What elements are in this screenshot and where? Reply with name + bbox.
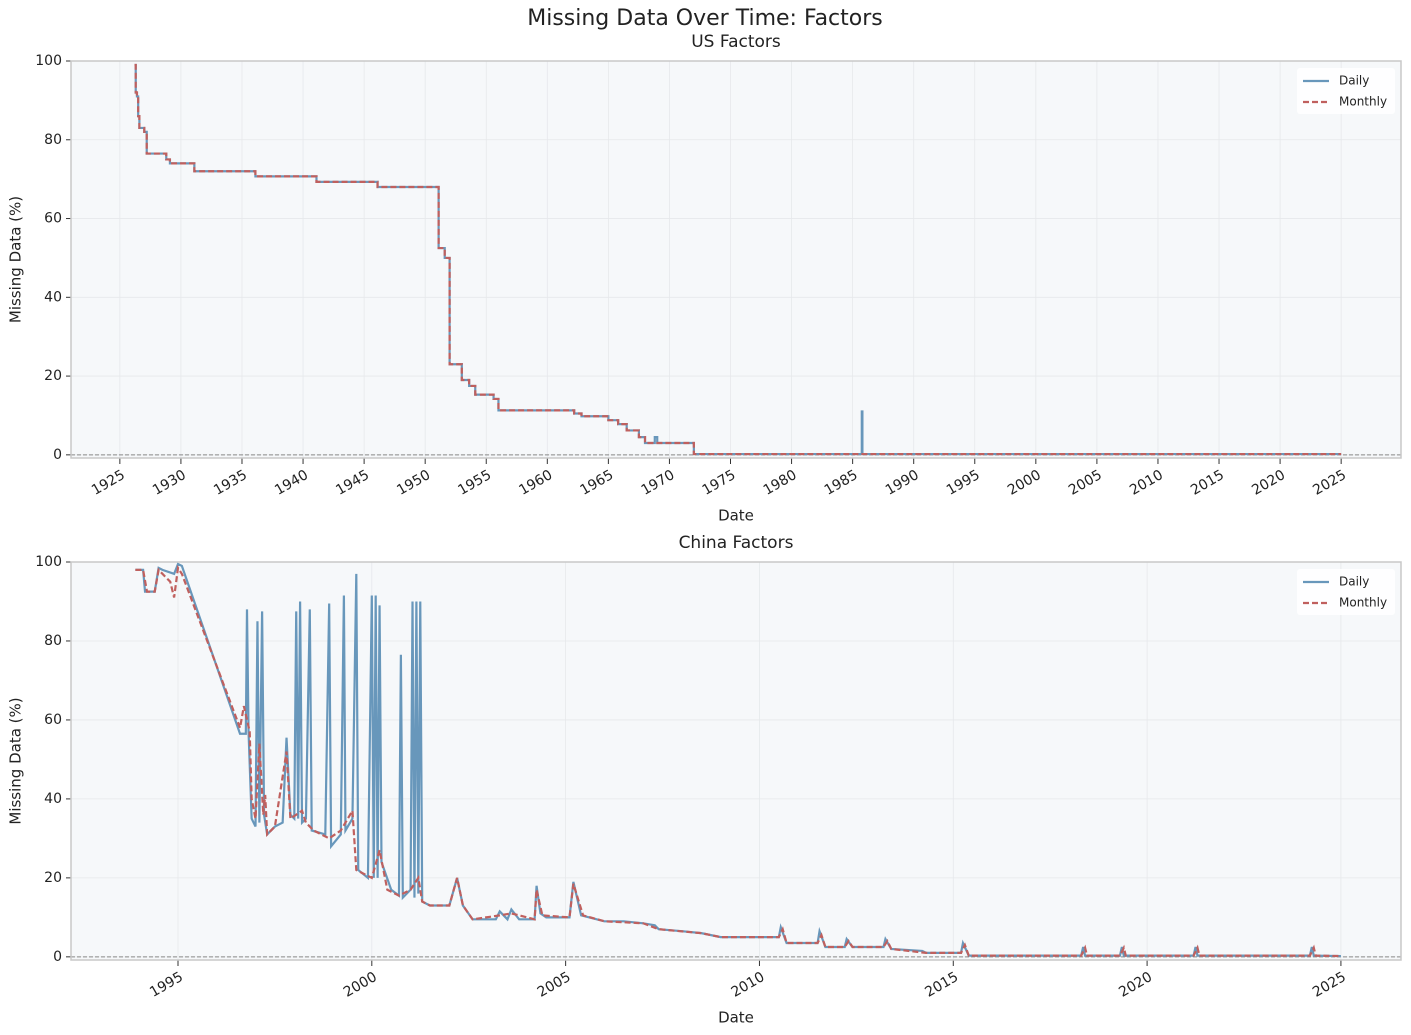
y-tick-label: 20 (44, 368, 62, 384)
plot-frame (70, 561, 1402, 961)
x-tick-label: 1925 (89, 467, 128, 499)
legend-label: Daily (1339, 74, 1369, 88)
x-tick-label: 1985 (822, 467, 861, 499)
x-tick-label: 1980 (761, 467, 800, 499)
x-tick-label: 1935 (211, 467, 250, 499)
legend-label: Monthly (1339, 95, 1387, 109)
y-tick-label: 60 (44, 712, 62, 728)
x-tick-label: 1960 (516, 467, 555, 499)
subplot-title: China Factors (679, 533, 794, 553)
x-tick-label: 2015 (922, 969, 961, 1001)
x-tick-label: 1930 (150, 467, 189, 499)
x-tick-label: 2020 (1249, 467, 1288, 499)
y-tick-label: 40 (44, 289, 62, 305)
x-tick-label: 1955 (455, 467, 494, 499)
x-tick-label: 2000 (341, 969, 380, 1001)
y-tick-label: 100 (35, 554, 62, 570)
x-tick-label: 2020 (1116, 969, 1155, 1001)
x-tick-label: 2000 (1005, 467, 1044, 499)
x-tick-label: 1950 (394, 467, 433, 499)
y-tick-label: 80 (44, 132, 62, 148)
data-line (134, 63, 1342, 456)
figure-title: Missing Data Over Time: Factors (527, 6, 883, 31)
x-tick-label: 1990 (883, 467, 922, 499)
x-tick-label: 2025 (1310, 969, 1349, 1001)
x-tick-label: 1970 (639, 467, 678, 499)
legend-label: Daily (1339, 575, 1369, 589)
y-tick-label: 0 (53, 447, 62, 463)
subplot-title: US Factors (691, 32, 781, 52)
x-axis-label: Date (718, 1009, 754, 1027)
y-axis-label: Missing Data (%) (7, 196, 25, 323)
y-tick-label: 80 (44, 633, 62, 649)
y-axis-label: Missing Data (%) (7, 697, 25, 824)
y-tick-label: 0 (53, 949, 62, 965)
x-tick-label: 1975 (700, 467, 739, 499)
x-tick-label: 1945 (333, 467, 372, 499)
x-tick-label: 2025 (1310, 467, 1349, 499)
x-tick-label: 2010 (1127, 467, 1166, 499)
y-tick-label: 100 (35, 53, 62, 69)
x-axis-label: Date (718, 507, 754, 525)
x-tick-label: 1995 (944, 467, 983, 499)
x-tick-label: 1940 (272, 467, 311, 499)
plot-area (71, 562, 1401, 960)
data-line (134, 63, 1342, 456)
plot-area (71, 61, 1401, 458)
y-tick-label: 40 (44, 791, 62, 807)
y-tick-label: 20 (44, 870, 62, 886)
y-tick-label: 60 (44, 211, 62, 227)
x-tick-label: 1995 (147, 969, 186, 1001)
x-tick-label: 2005 (535, 969, 574, 1001)
x-tick-label: 1965 (578, 467, 617, 499)
legend-label: Monthly (1339, 596, 1387, 610)
x-tick-label: 2005 (1066, 467, 1105, 499)
data-line (135, 564, 1341, 958)
plot-frame (70, 60, 1402, 459)
x-tick-label: 2015 (1188, 467, 1227, 499)
x-tick-label: 2010 (729, 969, 768, 1001)
